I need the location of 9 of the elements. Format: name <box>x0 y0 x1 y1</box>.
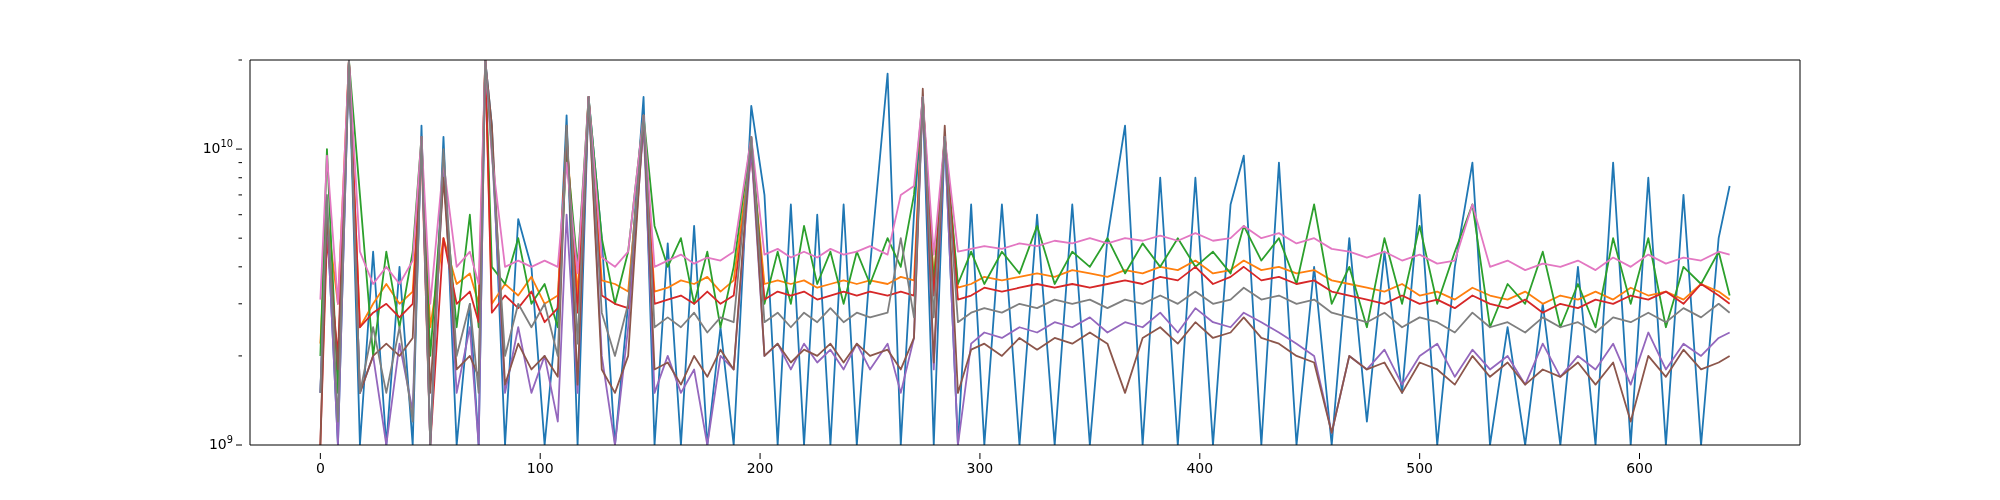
x-tick-label: 0 <box>315 460 325 477</box>
x-tick-label: 600 <box>1626 460 1653 477</box>
y-tick-label: 10$^{9}$ <box>208 433 233 452</box>
x-tick-label: 500 <box>1406 460 1434 477</box>
x-tick-label: 100 <box>526 460 554 477</box>
x-tick-label: 300 <box>966 460 994 477</box>
x-tick-label: 400 <box>1186 460 1214 477</box>
x-tick-label: 200 <box>746 460 774 477</box>
y-tick-label: 10$^{10}$ <box>202 137 233 157</box>
